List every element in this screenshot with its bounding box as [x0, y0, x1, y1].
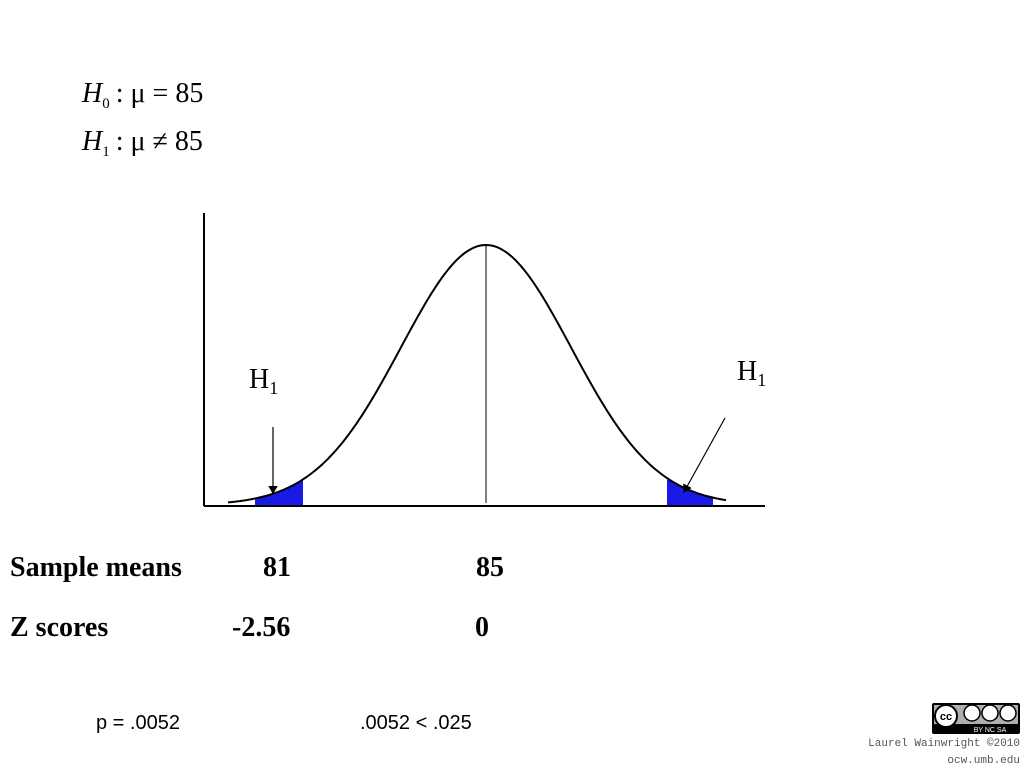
license-text: BY NC SA [974, 727, 1007, 734]
symbol: H [249, 364, 269, 395]
svg-text:cc: cc [940, 711, 952, 723]
statement: : μ ≠ 85 [116, 126, 203, 157]
hypothesis-1: H1 : μ ≠ 85 [81, 126, 203, 160]
row-value: -2.56 [232, 612, 290, 643]
tail-label: H1 [249, 364, 278, 398]
arrow [683, 417, 726, 494]
symbol: H [81, 126, 104, 157]
symbol: H [81, 78, 104, 109]
site: ocw.umb.edu [947, 755, 1020, 767]
row-value: 85 [476, 552, 504, 583]
tail-label: H1 [737, 356, 766, 390]
row-label: Z scores [10, 612, 108, 643]
curve [227, 243, 727, 504]
curve-group [227, 243, 727, 505]
comparison: .0052 < .025 [360, 712, 472, 734]
row-value: 81 [263, 552, 291, 583]
row-label: Sample means [10, 552, 182, 583]
subscript: 1 [102, 144, 110, 160]
hypothesis-0: H0 : μ = 85 [81, 78, 203, 112]
p-value: p = .0052 [96, 712, 180, 734]
symbol: H [737, 356, 757, 387]
author: Laurel Wainwright ©2010 [868, 738, 1020, 750]
license-badge: cc BY NC SA [932, 703, 1020, 734]
subscript: 1 [757, 370, 766, 390]
row-value: 0 [475, 612, 489, 643]
statement: : μ = 85 [116, 78, 204, 109]
subscript: 0 [102, 96, 110, 112]
subscript: 1 [269, 378, 278, 398]
